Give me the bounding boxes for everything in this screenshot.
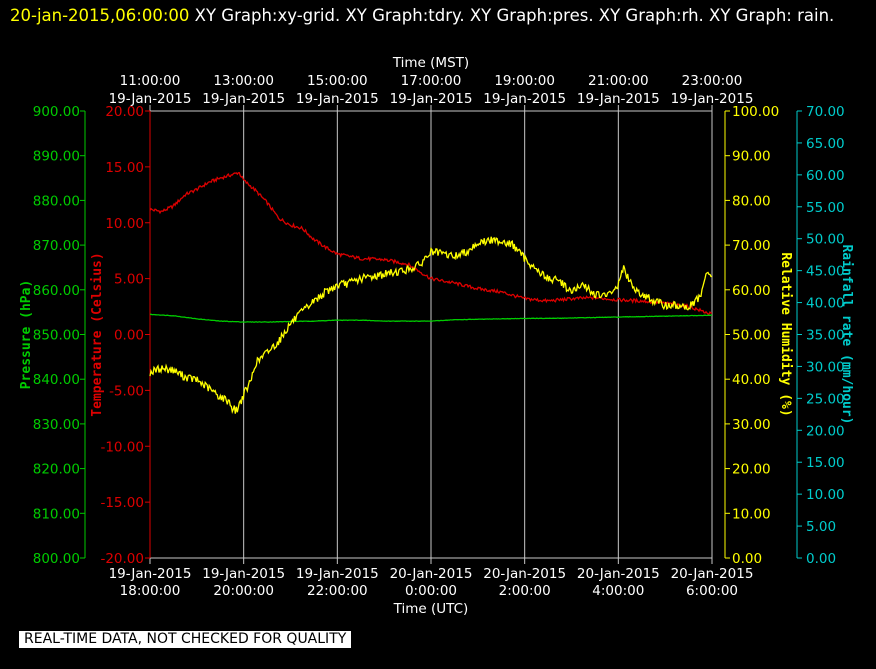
rain-tick-label: 35.00 (806, 328, 845, 344)
x-bottom-tick-date: 20-Jan-2015 (390, 566, 473, 582)
pressure-tick-label: 820.00 (33, 462, 80, 478)
tdry-series-line (149, 172, 712, 315)
chart-title: 20-jan-2015,06:00:00 XY Graph:xy-grid. X… (10, 3, 870, 29)
temperature-tick-label: 10.00 (105, 216, 144, 232)
x-top-tick-date: 19-Jan-2015 (296, 91, 379, 107)
pressure-tick-label: 900.00 (33, 104, 80, 120)
humidity-axis-label: Relative Humidity (%) (778, 252, 793, 416)
pressure-tick-label: 870.00 (33, 238, 80, 254)
humidity-tick-label: 20.00 (732, 462, 771, 478)
rain-tick-label: 55.00 (806, 200, 845, 216)
temperature-tick-label: 0.00 (114, 328, 144, 344)
x-top-tick-time: 23:00:00 (682, 73, 743, 89)
x-bottom-tick-time: 2:00:00 (499, 583, 551, 599)
rh-series-line (149, 236, 712, 414)
rain-tick-label: 15.00 (806, 455, 845, 471)
humidity-tick-label: 40.00 (732, 372, 771, 388)
temperature-tick-label: -5.00 (109, 383, 144, 399)
x-bottom-tick-date: 20-Jan-2015 (483, 566, 566, 582)
pressure-tick-label: 860.00 (33, 283, 80, 299)
temperature-tick-label: 20.00 (105, 104, 144, 120)
x-bottom-tick-time: 18:00:00 (120, 583, 181, 599)
x-bottom-tick-time: 4:00:00 (592, 583, 644, 599)
rain-tick-label: 40.00 (806, 296, 845, 312)
x-top-tick-date: 19-Jan-2015 (390, 91, 473, 107)
x-top-tick-date: 19-Jan-2015 (671, 91, 754, 107)
pres-series-line (149, 313, 713, 323)
pressure-tick-label: 830.00 (33, 417, 80, 433)
x-bottom-tick-date: 20-Jan-2015 (671, 566, 754, 582)
humidity-tick-label: 60.00 (732, 283, 771, 299)
rain-tick-label: 60.00 (806, 168, 845, 184)
x-top-tick-date: 19-Jan-2015 (577, 91, 660, 107)
x-top-axis-title: Time (MST) (392, 55, 469, 71)
temperature-tick-label: 15.00 (105, 160, 144, 176)
temperature-tick-label: -15.00 (100, 495, 144, 511)
temperature-tick-label: -10.00 (100, 439, 144, 455)
quality-disclaimer: REAL-TIME DATA, NOT CHECKED FOR QUALITY (19, 631, 352, 648)
x-top-tick-date: 19-Jan-2015 (483, 91, 566, 107)
x-bottom-tick-date: 19-Jan-2015 (109, 566, 192, 582)
rain-tick-label: 50.00 (806, 232, 845, 248)
humidity-tick-label: 70.00 (732, 238, 771, 254)
x-top-tick-time: 13:00:00 (213, 73, 274, 89)
pressure-tick-label: 810.00 (33, 506, 80, 522)
x-top-tick-time: 15:00:00 (307, 73, 368, 89)
chart-timestamp: 20-jan-2015,06:00:00 (10, 6, 190, 25)
rain-tick-label: 5.00 (806, 519, 836, 535)
temperature-axis-label: Temperature (Celsius) (90, 252, 105, 416)
rain-tick-label: 65.00 (806, 136, 845, 152)
temperature-tick-label: -20.00 (100, 551, 144, 567)
x-top-tick-date: 19-Jan-2015 (109, 91, 192, 107)
rain-tick-label: 0.00 (806, 551, 836, 567)
x-bottom-tick-time: 22:00:00 (307, 583, 368, 599)
x-top-tick-time: 19:00:00 (494, 73, 555, 89)
x-bottom-tick-date: 20-Jan-2015 (577, 566, 660, 582)
pressure-axis-label: Pressure (hPa) (19, 280, 34, 390)
pressure-tick-label: 840.00 (33, 372, 80, 388)
pressure-tick-label: 880.00 (33, 193, 80, 209)
humidity-tick-label: 50.00 (732, 328, 771, 344)
temperature-tick-label: 5.00 (114, 272, 144, 288)
rain-tick-label: 30.00 (806, 359, 845, 375)
humidity-tick-label: 30.00 (732, 417, 771, 433)
rain-tick-label: 10.00 (806, 487, 845, 503)
rain-tick-label: 25.00 (806, 391, 845, 407)
x-bottom-tick-time: 0:00:00 (405, 583, 457, 599)
x-top-tick-date: 19-Jan-2015 (202, 91, 285, 107)
humidity-tick-label: 80.00 (732, 193, 771, 209)
x-bottom-tick-time: 6:00:00 (686, 583, 738, 599)
rain-axis-label: Rainfall rate (mm/hour) (839, 244, 854, 424)
rain-tick-label: 45.00 (806, 264, 845, 280)
pressure-tick-label: 800.00 (33, 551, 80, 567)
pressure-tick-label: 890.00 (33, 149, 80, 165)
x-bottom-axis-title: Time (UTC) (393, 601, 469, 617)
humidity-tick-label: 90.00 (732, 149, 771, 165)
humidity-tick-label: 100.00 (732, 104, 779, 120)
x-top-tick-time: 17:00:00 (401, 73, 462, 89)
x-bottom-tick-time: 20:00:00 (213, 583, 274, 599)
humidity-tick-label: 10.00 (732, 506, 771, 522)
rain-tick-label: 20.00 (806, 423, 845, 439)
chart-graph-list: XY Graph:xy-grid. XY Graph:tdry. XY Grap… (194, 6, 835, 25)
x-bottom-tick-date: 19-Jan-2015 (296, 566, 379, 582)
rain-tick-label: 70.00 (806, 104, 845, 120)
x-top-tick-time: 11:00:00 (120, 73, 181, 89)
pressure-tick-label: 850.00 (33, 328, 80, 344)
humidity-tick-label: 0.00 (732, 551, 762, 567)
x-bottom-tick-date: 19-Jan-2015 (202, 566, 285, 582)
x-top-tick-time: 21:00:00 (588, 73, 649, 89)
